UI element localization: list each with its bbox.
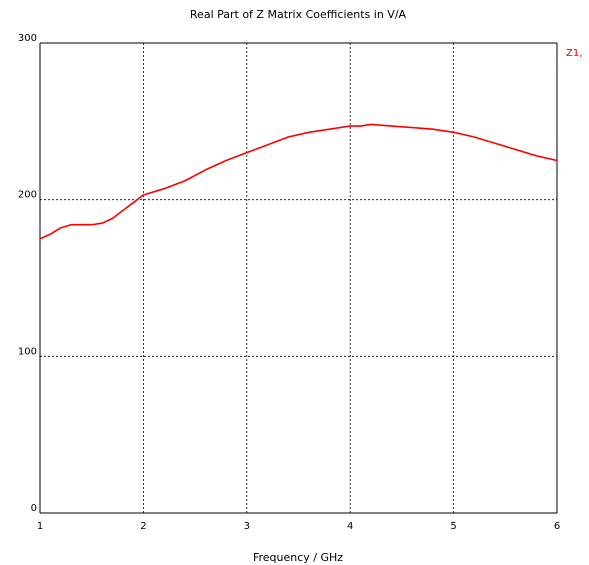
y-tick-label-100: 100 <box>18 346 37 357</box>
axes <box>39 42 558 514</box>
legend-series-label: Z1, <box>566 48 582 59</box>
grid <box>40 43 557 513</box>
x-axis-label: Frequency / GHz <box>253 551 343 564</box>
chart-title: Real Part of Z Matrix Coefficients in V/… <box>190 8 407 21</box>
y-tick-label-300: 300 <box>18 33 37 44</box>
tick-labels: 1 2 3 4 5 6 0 100 200 300 <box>18 33 560 532</box>
x-tick-label-1: 1 <box>37 521 43 532</box>
x-tick-label-5: 5 <box>450 521 456 532</box>
x-tick-label-3: 3 <box>244 521 250 532</box>
series-line-0 <box>39 123 558 240</box>
series-group <box>39 123 558 240</box>
y-tick-label-200: 200 <box>18 190 37 201</box>
x-tick-label-2: 2 <box>140 521 146 532</box>
x-tick-label-4: 4 <box>347 521 353 532</box>
x-tick-label-6: 6 <box>554 521 560 532</box>
y-tick-label-0: 0 <box>31 503 37 514</box>
